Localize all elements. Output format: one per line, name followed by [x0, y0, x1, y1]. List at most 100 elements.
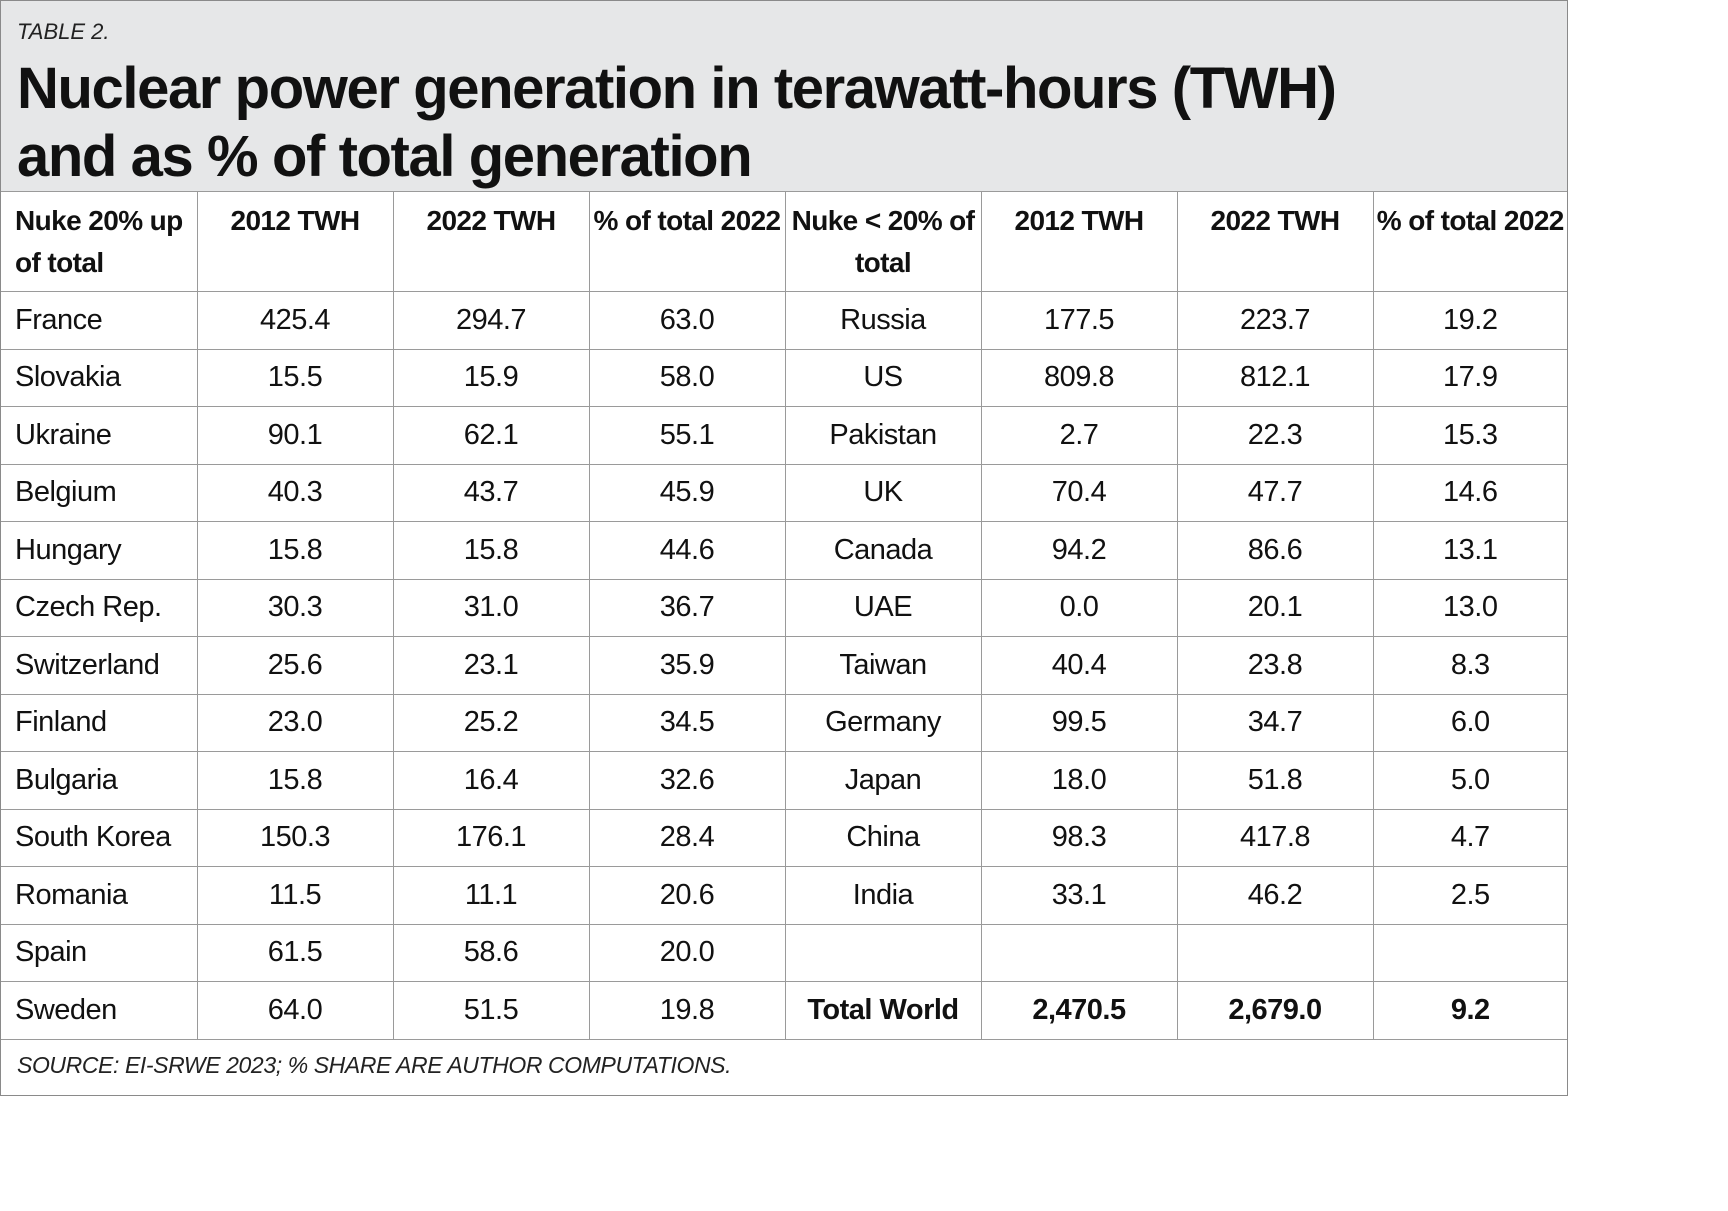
right-country-cell	[784, 923, 982, 982]
right-country-cell: Pakistan	[784, 406, 982, 465]
left-2022-cell: 15.8	[392, 521, 590, 580]
right-2022-cell: 46.2	[1176, 866, 1374, 925]
right-country-cell: Germany	[784, 693, 982, 752]
right-2022-cell: 22.3	[1176, 406, 1374, 465]
left-2022-cell: 11.1	[392, 866, 590, 925]
table-row: Slovakia 15.5 15.9 58.0 US 809.8 812.1 1…	[1, 348, 1567, 407]
table-row: France 425.4 294.7 63.0 Russia 177.5 223…	[1, 291, 1567, 350]
left-country-cell: Switzerland	[1, 636, 198, 695]
right-pct-cell: 15.3	[1372, 406, 1567, 465]
left-2012-cell: 23.0	[196, 693, 394, 752]
left-country-cell: South Korea	[1, 808, 198, 867]
table-row: Spain 61.5 58.6 20.0	[1, 923, 1567, 982]
left-2022-cell: 62.1	[392, 406, 590, 465]
left-pct-cell: 55.1	[588, 406, 786, 465]
left-2022-cell: 176.1	[392, 808, 590, 867]
left-2022-cell: 15.9	[392, 348, 590, 407]
left-pct-cell: 44.6	[588, 521, 786, 580]
right-2012-cell: 18.0	[980, 751, 1178, 810]
table-row: Bulgaria 15.8 16.4 32.6 Japan 18.0 51.8 …	[1, 751, 1567, 810]
left-pct-cell: 58.0	[588, 348, 786, 407]
right-2022-cell: 34.7	[1176, 693, 1374, 752]
title-line-1: Nuclear power generation in terawatt-hou…	[17, 56, 1337, 121]
left-country-cell: Sweden	[1, 981, 198, 1040]
table-row: Finland 23.0 25.2 34.5 Germany 99.5 34.7…	[1, 693, 1567, 752]
left-2012-cell: 61.5	[196, 923, 394, 982]
table-number: TABLE 2.	[17, 19, 110, 44]
right-pct-cell: 2.5	[1372, 866, 1567, 925]
right-pct-cell: 17.9	[1372, 348, 1567, 407]
left-country-cell: Romania	[1, 866, 198, 925]
right-2012-cell: 98.3	[980, 808, 1178, 867]
total-world-2012: 2,470.5	[980, 981, 1178, 1040]
table-row: South Korea 150.3 176.1 28.4 China 98.3 …	[1, 808, 1567, 867]
total-world-2022: 2,679.0	[1176, 981, 1374, 1040]
left-2022-cell: 16.4	[392, 751, 590, 810]
right-pct-cell: 19.2	[1372, 291, 1567, 350]
right-2022-cell: 51.8	[1176, 751, 1374, 810]
title-line-2: and as % of total generation	[17, 124, 753, 189]
right-2012-cell: 94.2	[980, 521, 1178, 580]
left-pct-cell: 36.7	[588, 578, 786, 637]
right-2022-cell: 812.1	[1176, 348, 1374, 407]
right-country-cell: UK	[784, 463, 982, 522]
left-2012-cell: 64.0	[196, 981, 394, 1040]
right-pct-cell	[1372, 923, 1567, 982]
right-country-cell: US	[784, 348, 982, 407]
header-nuke-20-up: Nuke 20% up of total	[1, 191, 198, 292]
header-left-pct-total-2022: % of total 2022	[588, 191, 786, 292]
right-pct-cell: 13.0	[1372, 578, 1567, 637]
right-pct-cell: 4.7	[1372, 808, 1567, 867]
header-right-pct-total-2022: % of total 2022	[1372, 191, 1567, 292]
left-2012-cell: 11.5	[196, 866, 394, 925]
column-header-row: Nuke 20% up of total 2012 TWH 2022 TWH %…	[1, 191, 1567, 292]
left-country-cell: Slovakia	[1, 348, 198, 407]
header-right-2012-twh: 2012 TWH	[980, 191, 1178, 292]
left-2022-cell: 25.2	[392, 693, 590, 752]
left-country-cell: Spain	[1, 923, 198, 982]
left-country-cell: Czech Rep.	[1, 578, 198, 637]
left-pct-cell: 63.0	[588, 291, 786, 350]
header-left-2022-twh: 2022 TWH	[392, 191, 590, 292]
table-row: Belgium 40.3 43.7 45.9 UK 70.4 47.7 14.6	[1, 463, 1567, 522]
right-pct-cell: 5.0	[1372, 751, 1567, 810]
table-row: Romania 11.5 11.1 20.6 India 33.1 46.2 2…	[1, 866, 1567, 925]
left-pct-cell: 28.4	[588, 808, 786, 867]
right-2012-cell: 2.7	[980, 406, 1178, 465]
right-2012-cell: 0.0	[980, 578, 1178, 637]
right-country-cell: India	[784, 866, 982, 925]
source-note: SOURCE: EI-SRWE 2023; % SHARE ARE AUTHOR…	[17, 1051, 732, 1078]
right-country-cell: Russia	[784, 291, 982, 350]
table-header-band: TABLE 2. Nuclear power generation in ter…	[1, 1, 1567, 191]
right-pct-cell: 13.1	[1372, 521, 1567, 580]
right-country-cell: China	[784, 808, 982, 867]
left-2012-cell: 30.3	[196, 578, 394, 637]
left-pct-cell: 45.9	[588, 463, 786, 522]
left-country-cell: Bulgaria	[1, 751, 198, 810]
left-2012-cell: 25.6	[196, 636, 394, 695]
right-2022-cell: 47.7	[1176, 463, 1374, 522]
right-pct-cell: 6.0	[1372, 693, 1567, 752]
left-2012-cell: 15.8	[196, 521, 394, 580]
right-2022-cell: 23.8	[1176, 636, 1374, 695]
right-2022-cell: 20.1	[1176, 578, 1374, 637]
right-2022-cell: 86.6	[1176, 521, 1374, 580]
table-row: Czech Rep. 30.3 31.0 36.7 UAE 0.0 20.1 1…	[1, 578, 1567, 637]
left-country-cell: Hungary	[1, 521, 198, 580]
left-pct-cell: 19.8	[588, 981, 786, 1040]
left-pct-cell: 35.9	[588, 636, 786, 695]
right-2012-cell: 33.1	[980, 866, 1178, 925]
right-pct-cell: 8.3	[1372, 636, 1567, 695]
right-country-cell: Canada	[784, 521, 982, 580]
left-2012-cell: 15.8	[196, 751, 394, 810]
right-country-cell: UAE	[784, 578, 982, 637]
left-2022-cell: 294.7	[392, 291, 590, 350]
left-2022-cell: 58.6	[392, 923, 590, 982]
table-title: Nuclear power generation in terawatt-hou…	[17, 55, 1567, 191]
left-2012-cell: 150.3	[196, 808, 394, 867]
total-world-label: Total World	[784, 981, 982, 1040]
right-2012-cell	[980, 923, 1178, 982]
right-2012-cell: 177.5	[980, 291, 1178, 350]
table-row: Ukraine 90.1 62.1 55.1 Pakistan 2.7 22.3…	[1, 406, 1567, 465]
right-2022-cell	[1176, 923, 1374, 982]
